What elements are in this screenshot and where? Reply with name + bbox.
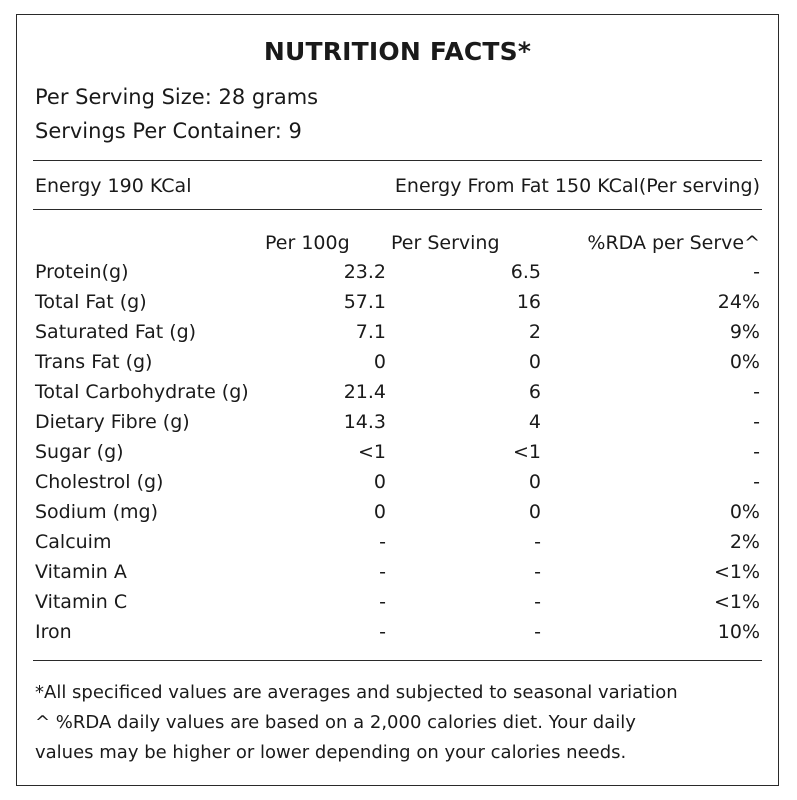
divider [33,660,762,661]
per-100g-value: - [379,561,386,583]
table-row: Sodium (mg) 0 0 0% [35,501,760,531]
rda-value: 9% [729,321,760,343]
per-serving-value: 16 [516,291,541,313]
nutrient-name: Sodium (mg) [35,501,159,523]
per-100g-value: 7.1 [355,321,386,343]
per-100g-value: - [379,621,386,643]
rda-value: 24% [717,291,760,313]
rda-value: - [753,261,760,283]
nutrient-name: Trans Fat (g) [35,351,153,373]
per-serving-value: 0 [528,501,541,523]
table-row: Vitamin A - - <1% [35,561,760,591]
divider [33,160,762,161]
table-row: Calcuim - - 2% [35,531,760,561]
footnote-rda: ^ %RDA daily values are based on a 2,000… [35,712,636,733]
per-100g-value: 0 [373,471,386,493]
per-100g-value: 14.3 [343,411,386,433]
divider [33,209,762,210]
nutrition-facts-panel: NUTRITION FACTS* Per Serving Size: 28 gr… [16,14,779,786]
per-serving-value: - [534,561,541,583]
table-row: Iron - - 10% [35,621,760,651]
per-serving-value: - [534,531,541,553]
table-row: Total Fat (g) 57.1 16 24% [35,291,760,321]
column-header-per-100g: Per 100g [265,232,350,254]
per-100g-value: 0 [373,501,386,523]
footnote-rda-continued: values may be higher or lower depending … [35,742,627,763]
footnote-seasonal: *All specificed values are averages and … [35,682,678,703]
per-100g-value: - [379,531,386,553]
rda-value: <1% [713,561,760,583]
per-serving-value: 4 [528,411,541,433]
rda-value: - [753,411,760,433]
nutrient-name: Cholestrol (g) [35,471,164,493]
per-serving-value: 0 [528,351,541,373]
per-serving-value: 6 [528,381,541,403]
nutrient-name: Iron [35,621,72,643]
rda-value: 2% [729,531,760,553]
servings-per-container: Servings Per Container: 9 [35,119,302,143]
rda-value: 0% [729,501,760,523]
per-serving-value: 2 [528,321,541,343]
nutrient-name: Vitamin C [35,591,128,613]
nutrient-name: Protein(g) [35,261,129,283]
per-100g-value: 57.1 [343,291,386,313]
nutrient-name: Vitamin A [35,561,127,583]
column-header-rda: %RDA per Serve^ [587,232,760,254]
nutrient-name: Saturated Fat (g) [35,321,197,343]
nutrient-name: Total Carbohydrate (g) [35,381,249,403]
per-100g-value: 23.2 [343,261,386,283]
per-100g-value: 21.4 [343,381,386,403]
rda-value: 10% [717,621,760,643]
rda-value: - [753,381,760,403]
rda-value: <1% [713,591,760,613]
table-row: Sugar (g) <1 <1 - [35,441,760,471]
column-header-per-serving: Per Serving [391,232,500,254]
per-100g-value: <1 [357,441,386,463]
per-serving-value: - [534,621,541,643]
table-row: Dietary Fibre (g) 14.3 4 - [35,411,760,441]
table-row: Total Carbohydrate (g) 21.4 6 - [35,381,760,411]
per-serving-value: 6.5 [510,261,541,283]
rda-value: - [753,471,760,493]
table-row: Protein(g) 23.2 6.5 - [35,261,760,291]
nutrient-name: Dietary Fibre (g) [35,411,190,433]
nutrient-name: Total Fat (g) [35,291,147,313]
table-row: Saturated Fat (g) 7.1 2 9% [35,321,760,351]
per-100g-value: - [379,591,386,613]
serving-size: Per Serving Size: 28 grams [35,85,319,109]
per-serving-value: 0 [528,471,541,493]
energy-total: Energy 190 KCal [35,175,192,197]
rda-value: - [753,441,760,463]
nutrient-name: Calcuim [35,531,112,553]
table-row: Trans Fat (g) 0 0 0% [35,351,760,381]
label-title: NUTRITION FACTS* [263,37,532,66]
table-row: Vitamin C - - <1% [35,591,760,621]
rda-value: 0% [729,351,760,373]
per-serving-value: <1 [512,441,541,463]
per-100g-value: 0 [373,351,386,373]
energy-from-fat: Energy From Fat 150 KCal(Per serving) [394,175,760,197]
nutrient-name: Sugar (g) [35,441,124,463]
per-serving-value: - [534,591,541,613]
table-row: Cholestrol (g) 0 0 - [35,471,760,501]
